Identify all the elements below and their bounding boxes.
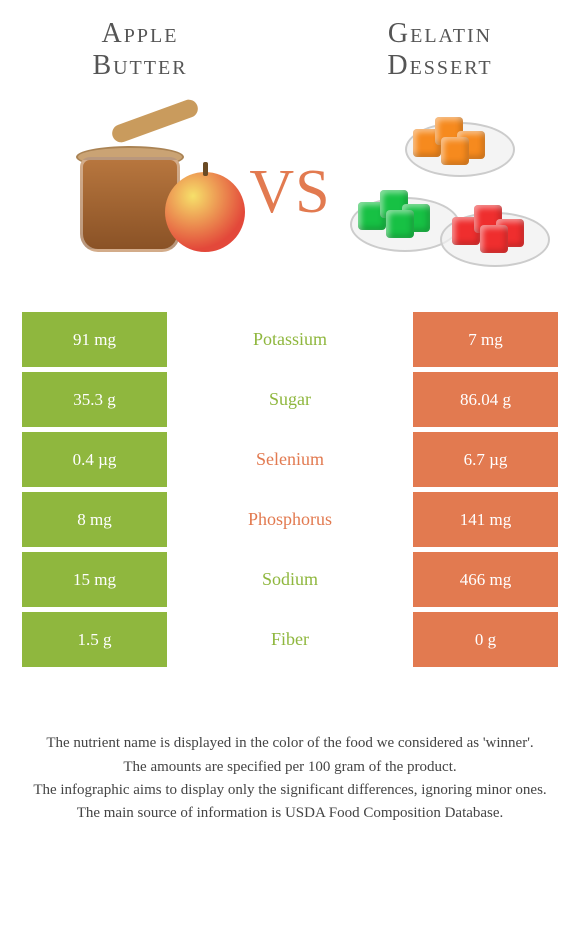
nutrient-name: Sodium	[167, 552, 413, 607]
apple-butter-image	[30, 107, 230, 277]
footnote-line: The infographic aims to display only the…	[20, 779, 560, 802]
right-value: 7 mg	[413, 312, 558, 367]
image-row: VS	[0, 92, 580, 312]
left-value: 8 mg	[22, 492, 167, 547]
left-value: 0.4 µg	[22, 432, 167, 487]
right-title-line1: Gelatin	[388, 18, 492, 49]
footnote-line: The main source of information is USDA F…	[20, 802, 560, 825]
left-value: 15 mg	[22, 552, 167, 607]
footnote-line: The nutrient name is displayed in the co…	[20, 732, 560, 755]
left-title-line2: Butter	[92, 50, 187, 81]
left-food-title: Apple Butter	[40, 18, 240, 82]
nutrient-name: Potassium	[167, 312, 413, 367]
nutrient-name: Sugar	[167, 372, 413, 427]
nutrient-name: Phosphorus	[167, 492, 413, 547]
right-value: 0 g	[413, 612, 558, 667]
left-value: 91 mg	[22, 312, 167, 367]
footnote-line: The amounts are specified per 100 gram o…	[20, 756, 560, 779]
nutrient-name: Fiber	[167, 612, 413, 667]
vs-label: VS	[249, 157, 330, 228]
table-row: 91 mgPotassium7 mg	[22, 312, 558, 367]
footnotes: The nutrient name is displayed in the co…	[0, 672, 580, 825]
right-title-line2: Dessert	[387, 50, 492, 81]
header: Apple Butter Gelatin Dessert	[0, 0, 580, 92]
right-food-title: Gelatin Dessert	[340, 18, 540, 82]
gelatin-image	[350, 107, 550, 277]
right-value: 6.7 µg	[413, 432, 558, 487]
table-row: 35.3 gSugar86.04 g	[22, 372, 558, 427]
table-row: 15 mgSodium466 mg	[22, 552, 558, 607]
nutrient-name: Selenium	[167, 432, 413, 487]
left-value: 1.5 g	[22, 612, 167, 667]
left-value: 35.3 g	[22, 372, 167, 427]
nutrient-table: 91 mgPotassium7 mg35.3 gSugar86.04 g0.4 …	[0, 312, 580, 667]
right-value: 141 mg	[413, 492, 558, 547]
table-row: 0.4 µgSelenium6.7 µg	[22, 432, 558, 487]
table-row: 1.5 gFiber0 g	[22, 612, 558, 667]
left-title-line1: Apple	[102, 18, 179, 49]
right-value: 466 mg	[413, 552, 558, 607]
right-value: 86.04 g	[413, 372, 558, 427]
table-row: 8 mgPhosphorus141 mg	[22, 492, 558, 547]
